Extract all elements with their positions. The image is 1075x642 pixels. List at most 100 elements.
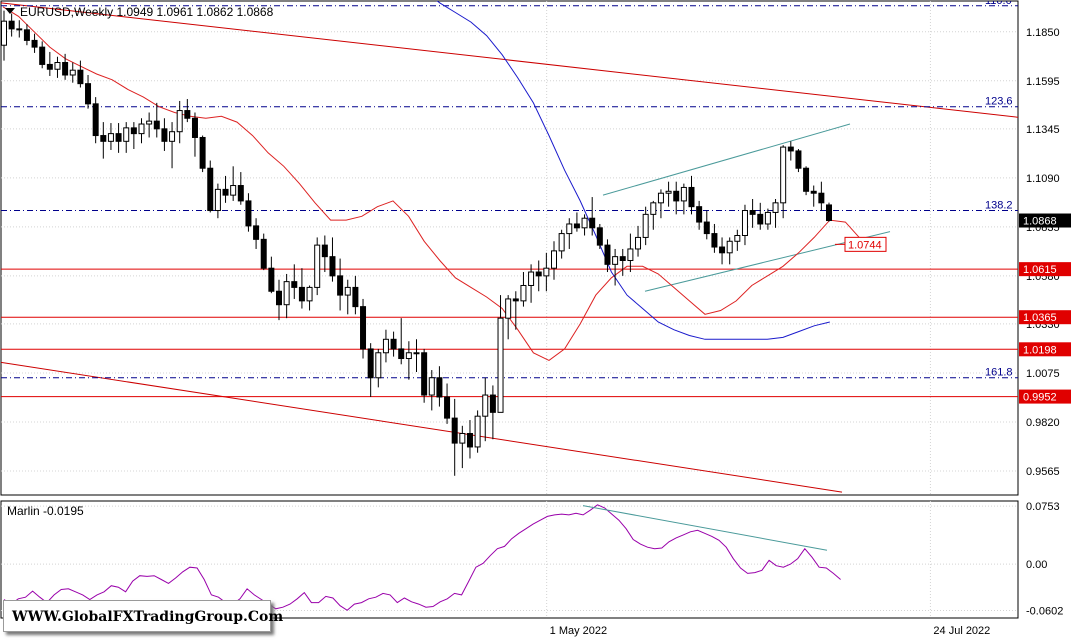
candle-bull — [123, 127, 130, 142]
candle-bull — [551, 250, 557, 269]
ma-red-line — [2, 6, 862, 361]
candle-bear — [39, 46, 46, 65]
candle-bear — [795, 150, 802, 169]
candle-bull — [505, 298, 512, 319]
candle-bull — [230, 185, 237, 196]
candle-bull — [344, 286, 351, 296]
indicator-plot-area[interactable] — [0, 500, 1019, 619]
x-tick-label: 1 May 2022 — [550, 625, 607, 637]
axis-labels: 1.18501.15951.13451.10901.08351.05801.03… — [550, 27, 1071, 637]
candle-bear — [77, 69, 84, 85]
candle-bull — [650, 202, 657, 215]
candle-bear — [673, 190, 680, 202]
candle-bear — [237, 185, 244, 202]
collapse-triangle-icon[interactable] — [5, 8, 15, 14]
marlin-line — [3, 504, 841, 611]
candle-bear — [757, 213, 764, 225]
candle-bull — [780, 146, 787, 204]
candle-bull — [581, 217, 588, 229]
candle-bear — [298, 286, 305, 302]
candle-bull — [558, 233, 565, 252]
price-label-bg — [1019, 310, 1071, 325]
channel-upper-line — [602, 123, 851, 196]
candle-bear — [810, 190, 817, 194]
candle-bear — [696, 206, 703, 223]
candle-bear — [115, 133, 122, 142]
candle-bull — [627, 248, 634, 261]
price-label-bg — [1019, 342, 1071, 357]
candle-bull — [459, 432, 466, 444]
candle-bull — [428, 377, 435, 396]
fib-label: 110.0 — [985, 0, 1012, 7]
price-box — [844, 236, 887, 252]
candle-bull — [314, 244, 321, 288]
candle-bull — [146, 120, 153, 125]
candle-bear — [596, 227, 603, 246]
candle-bear — [268, 267, 275, 292]
candle-bear — [161, 128, 168, 142]
candle-bear — [62, 62, 69, 76]
candle-bull — [612, 256, 619, 265]
candle-bear — [826, 204, 832, 222]
candle-bear — [719, 246, 726, 254]
candle-bull — [54, 62, 61, 70]
candle-bull — [734, 235, 741, 242]
candle-bear — [100, 135, 107, 142]
price-label-bg — [1019, 389, 1071, 404]
y-tick-label: 1.1090 — [1026, 173, 1060, 185]
indicator-y-tick-label: 0.0753 — [1026, 501, 1060, 513]
price-label: 1.0198 — [1023, 344, 1057, 356]
candle-bull — [405, 352, 412, 360]
indicator-y-tick-label: 0.00 — [1026, 559, 1047, 571]
price-label: 1.0365 — [1023, 312, 1057, 324]
candle-bull — [657, 192, 664, 204]
candle-bear — [688, 186, 695, 208]
candle-bear — [803, 167, 810, 192]
price-series-layer: 110.0 123.6 138.2 161.8 1.0744 — [1, 0, 1018, 493]
candle-bear — [260, 238, 267, 269]
candle-bear — [489, 394, 496, 413]
candle-bull — [169, 131, 176, 142]
candle-bear — [367, 348, 374, 379]
candle-bull — [642, 213, 649, 238]
candle-bull — [635, 236, 642, 250]
candle-bull — [306, 286, 313, 302]
candle-bull — [69, 69, 76, 76]
candle-bear — [589, 217, 596, 229]
candle-bear — [337, 275, 344, 296]
y-tick-label: 0.9820 — [1026, 417, 1060, 429]
candle-bear — [818, 192, 825, 204]
candle-bull — [566, 223, 573, 235]
current-price-label: 1.0868 — [1023, 216, 1057, 228]
candle-bear — [329, 256, 336, 277]
candle-bear — [444, 396, 451, 419]
candle-bear — [512, 298, 519, 302]
indicator-title: Marlin -0.0195 — [7, 504, 84, 518]
candle-bull — [680, 186, 687, 202]
candle-bull — [741, 210, 748, 237]
candle-bear — [130, 127, 137, 135]
candle-bull — [1, 20, 7, 46]
main-chart-title: EURUSD,Weekly 1.0949 1.0961 1.0862 1.086… — [20, 5, 274, 19]
candle-bull — [214, 188, 221, 212]
indicator-series-layer — [3, 504, 841, 611]
lower-trendline — [1, 361, 843, 493]
candle-bear — [291, 281, 298, 288]
candle-bear — [711, 233, 718, 248]
candle-bull — [520, 284, 527, 302]
candle-bear — [191, 117, 198, 138]
candle-bear — [199, 136, 206, 169]
candle-bear — [184, 110, 191, 119]
candle-bull — [474, 415, 481, 448]
candle-bear — [352, 286, 359, 308]
y-tick-label: 1.1850 — [1026, 27, 1060, 39]
y-tick-label: 0.9565 — [1026, 466, 1060, 478]
ma-blue-line — [436, 1, 830, 340]
price-box-label: 1.0744 — [848, 239, 882, 251]
candle-bull — [283, 281, 290, 306]
candle-bear — [245, 200, 252, 227]
fib-label: 138.2 — [985, 200, 1013, 212]
fib-label: 123.6 — [985, 96, 1013, 108]
fib-label: 161.8 — [985, 367, 1013, 379]
